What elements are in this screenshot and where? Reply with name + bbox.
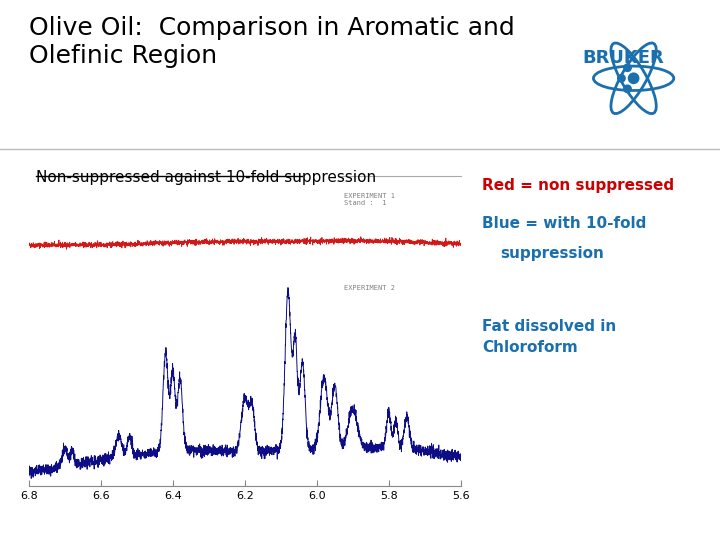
Text: Red = non suppressed: Red = non suppressed [482, 178, 675, 193]
Circle shape [624, 64, 631, 71]
Text: Non-suppressed against 10-fold suppression: Non-suppressed against 10-fold suppressi… [36, 170, 376, 185]
Circle shape [624, 85, 631, 92]
Text: EXPERIMENT 1
Stand :  1: EXPERIMENT 1 Stand : 1 [344, 192, 395, 206]
Text: suppression: suppression [500, 246, 604, 261]
Text: Fat dissolved in
Chloroform: Fat dissolved in Chloroform [482, 319, 616, 355]
Circle shape [618, 75, 625, 82]
Text: Blue = with 10-fold: Blue = with 10-fold [482, 216, 647, 231]
Text: BRUKER: BRUKER [582, 49, 664, 66]
Text: Olive Oil:  Comparison in Aromatic and
Olefinic Region: Olive Oil: Comparison in Aromatic and Ol… [29, 16, 515, 68]
Text: EXPERIMENT 2: EXPERIMENT 2 [344, 285, 395, 291]
Circle shape [629, 73, 639, 84]
